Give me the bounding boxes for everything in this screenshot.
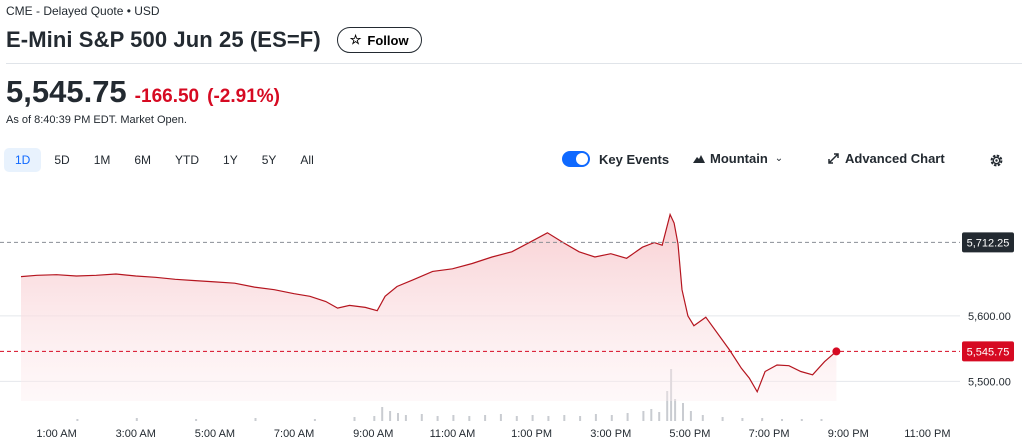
x-tick-label: 3:00 AM	[116, 428, 156, 440]
range-tabs: 1D 5D 1M 6M YTD 1Y 5Y All	[4, 148, 325, 172]
follow-label: Follow	[367, 32, 409, 48]
header-divider	[6, 63, 1022, 64]
x-tick-label: 7:00 PM	[749, 428, 790, 440]
advanced-chart-label: Advanced Chart	[845, 151, 945, 166]
volume-bar	[195, 419, 198, 421]
volume-bar	[381, 407, 384, 421]
key-events-control: Key Events	[562, 151, 669, 167]
chevron-down-icon: ⌄	[774, 153, 784, 164]
range-tab-5d[interactable]: 5D	[54, 153, 70, 167]
volume-bar	[468, 416, 471, 421]
volume-bar	[404, 415, 407, 421]
volume-bar	[515, 416, 518, 421]
volume-bar	[689, 411, 692, 421]
volume-bar	[254, 418, 257, 421]
price-change-percent: (-2.91%)	[207, 86, 280, 107]
volume-bar	[800, 419, 803, 421]
volume-bar	[820, 419, 823, 421]
volume-bar	[682, 403, 684, 421]
volume-bar	[626, 413, 629, 421]
price-area	[21, 214, 837, 401]
volume-bar	[658, 412, 661, 421]
current-price-label: 5,545.75	[962, 341, 1014, 362]
volume-bar	[531, 415, 534, 421]
volume-bar	[484, 415, 487, 421]
previous-close-value: 5,712.25	[967, 237, 1010, 249]
expand-icon	[828, 153, 839, 164]
mountain-icon	[693, 154, 705, 163]
x-tick-label: 3:00 PM	[590, 428, 631, 440]
as-of-timestamp: As of 8:40:39 PM EDT. Market Open.	[6, 114, 187, 126]
volume-bar	[135, 418, 138, 421]
star-icon: ☆	[349, 32, 362, 47]
chart-type-label: Mountain	[710, 151, 768, 166]
range-tab-1d[interactable]: 1D	[4, 148, 42, 172]
x-tick-label: 11:00 AM	[430, 428, 476, 440]
volume-bar	[76, 419, 79, 421]
gear-icon[interactable]	[989, 153, 1004, 168]
x-tick-label: 9:00 PM	[828, 428, 869, 440]
page-title: E-Mini S&P 500 Jun 25 (ES=F)	[6, 27, 321, 52]
volume-bar	[547, 416, 550, 421]
x-tick-label: 1:00 PM	[511, 428, 552, 440]
follow-button[interactable]: ☆ Follow	[336, 27, 422, 53]
volume-bar	[353, 417, 356, 421]
volume-bar	[594, 414, 597, 421]
volume-bar	[781, 419, 783, 421]
price-chart[interactable]: 5,712.25 5,545.75 5,600.00 5,500.00 1:00 …	[0, 185, 1022, 445]
range-tab-1y[interactable]: 1Y	[223, 153, 238, 167]
volume-bar	[674, 399, 677, 421]
volume-bar	[373, 416, 376, 421]
volume-bar	[721, 417, 724, 421]
x-tick-label: 9:00 AM	[353, 428, 393, 440]
key-events-toggle[interactable]	[562, 151, 590, 167]
x-tick-label: 7:00 AM	[274, 428, 314, 440]
volume-bar	[563, 415, 566, 421]
title-row: E-Mini S&P 500 Jun 25 (ES=F) ☆ Follow	[6, 27, 422, 53]
volume-bar	[701, 415, 704, 421]
range-tab-ytd[interactable]: YTD	[175, 153, 200, 167]
current-price-axis-value: 5,545.75	[967, 346, 1010, 358]
previous-close-label: 5,712.25	[962, 232, 1014, 253]
volume-bar	[397, 413, 399, 421]
price-change: -166.50	[134, 86, 200, 107]
range-tab-1m[interactable]: 1M	[93, 153, 111, 167]
volume-bar	[610, 415, 613, 421]
x-tick-label: 1:00 AM	[36, 428, 76, 440]
volume-bar	[420, 414, 423, 421]
x-tick-label: 5:00 PM	[669, 428, 710, 440]
volume-bar	[666, 391, 669, 421]
exchange-info: CME - Delayed Quote • USD	[6, 4, 160, 18]
volume-bar	[650, 409, 653, 421]
current-price-dot	[832, 347, 841, 356]
price-line	[20, 212, 837, 394]
range-tab-6m[interactable]: 6M	[134, 153, 152, 167]
volume-bar	[761, 418, 764, 421]
volume-bar	[741, 418, 744, 421]
volume-bar	[313, 419, 316, 421]
key-events-label: Key Events	[599, 151, 670, 167]
range-tab-5y[interactable]: 5Y	[261, 153, 277, 167]
chart-type-dropdown[interactable]: Mountain ⌄	[693, 151, 783, 166]
volume-bar	[499, 414, 502, 421]
advanced-chart-button[interactable]: Advanced Chart	[828, 151, 945, 166]
x-tick-label: 11:00 PM	[904, 428, 950, 440]
volume-bar	[452, 415, 455, 421]
volume-bar	[642, 411, 645, 421]
x-tick-label: 5:00 AM	[195, 428, 235, 440]
volume-bar	[579, 416, 582, 421]
volume-bar	[436, 416, 439, 421]
price-row: 5,545.75 -166.50 (-2.91%)	[6, 74, 280, 110]
y-tick-label: 5,500.00	[968, 376, 1011, 388]
range-tab-all[interactable]: All	[300, 153, 314, 167]
current-price: 5,545.75	[6, 74, 127, 109]
y-tick-label: 5,600.00	[968, 311, 1011, 323]
volume-bar	[389, 411, 392, 421]
